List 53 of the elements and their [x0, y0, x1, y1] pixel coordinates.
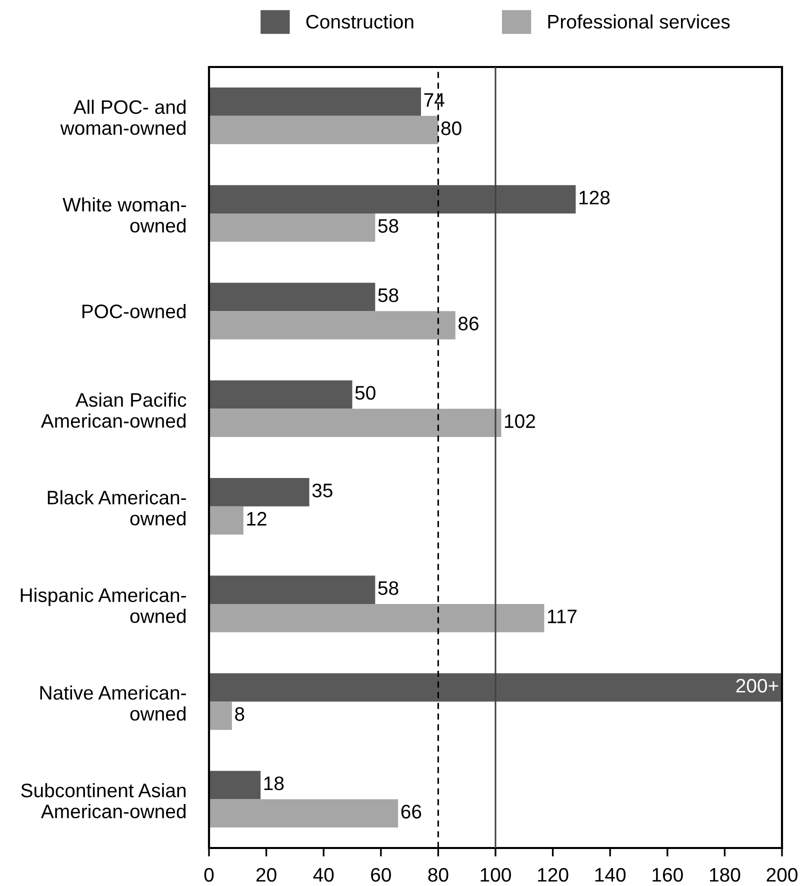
x-tick-label: 80 [428, 868, 448, 882]
data-label: 66 [401, 804, 422, 819]
data-label: 8 [235, 707, 244, 721]
y-tick-label: White woman- owned [62, 197, 186, 233]
bar [209, 408, 502, 437]
bar [209, 604, 544, 632]
x-tick-label: 100 [480, 868, 511, 882]
data-label: 74 [424, 93, 444, 107]
data-label: 80 [441, 121, 462, 136]
y-tick-label: Native American- owned [40, 685, 186, 721]
y-tick-label: Subcontinent Asian American-owned [21, 783, 186, 818]
x-tick-label: 160 [652, 868, 683, 882]
legend-label: Professional services [548, 14, 730, 29]
y-tick-label: Hispanic American- owned [20, 588, 186, 624]
data-label: 117 [548, 610, 577, 624]
bar [209, 311, 456, 340]
y-tick-label: Black American- owned [48, 490, 186, 526]
y-tick-label: POC-owned [82, 304, 186, 318]
y-tick-label: All POC- and woman-owned [60, 100, 186, 135]
y-tick-label: Asian Pacific American-owned [40, 392, 186, 428]
x-tick-label: 120 [538, 868, 568, 882]
bar [209, 770, 261, 800]
bar [209, 799, 398, 828]
data-label: 12 [247, 512, 266, 526]
x-tick-label: 200 [766, 868, 798, 882]
bar [209, 380, 352, 409]
bar [209, 478, 310, 506]
data-label: 128 [579, 190, 610, 204]
bar [209, 116, 438, 144]
bar [209, 576, 376, 604]
x-tick-label: 40 [313, 868, 334, 882]
x-tick-label: 60 [371, 868, 391, 882]
x-tick-label: 180 [710, 868, 740, 882]
x-tick-label: 0 [204, 868, 214, 882]
bar [209, 506, 244, 535]
data-label: 200+ [736, 678, 778, 693]
legend-label: Construction [306, 14, 414, 29]
bar [209, 673, 782, 702]
data-label: 58 [378, 581, 398, 595]
bar [209, 702, 232, 730]
data-label: 102 [505, 414, 535, 428]
x-tick-label: 140 [595, 868, 626, 882]
bar [209, 185, 576, 214]
data-label: 35 [312, 484, 332, 498]
data-label: 58 [378, 219, 398, 233]
bar [209, 213, 376, 242]
bar [209, 282, 376, 312]
data-label: 58 [378, 288, 398, 302]
data-label: 50 [355, 386, 376, 400]
x-tick-label: 20 [256, 868, 276, 882]
data-label: 86 [458, 316, 478, 330]
data-label: 18 [264, 776, 284, 790]
bar [209, 88, 422, 116]
